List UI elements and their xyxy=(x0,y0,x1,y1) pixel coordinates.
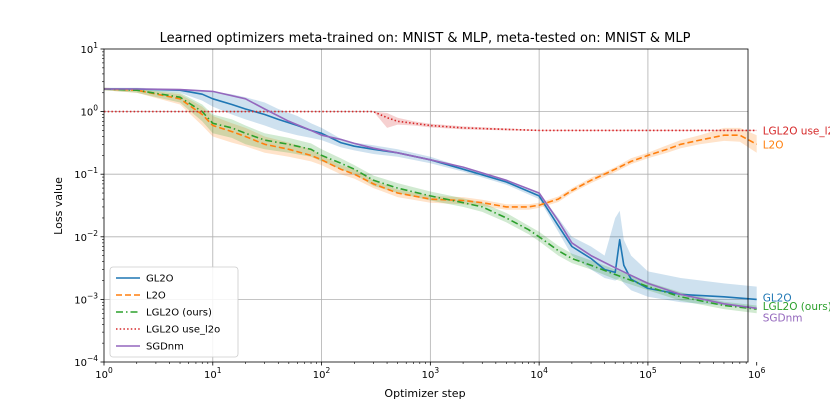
chart-title: Learned optimizers meta-trained on: MNIS… xyxy=(160,31,691,46)
end-label-2: LGL2O (ours) xyxy=(763,301,830,313)
x-tick-label: 102 xyxy=(313,366,331,381)
legend: GL2O L2O LGL2O (ours) LGL2O use_l2o SGDnm xyxy=(109,266,239,358)
y-tick-label: 10−3 xyxy=(74,291,98,306)
legend-box xyxy=(109,266,239,358)
plot-frame xyxy=(103,48,749,363)
legend-label-4: SGDnm xyxy=(146,342,184,353)
x-tick-label: 104 xyxy=(530,366,548,381)
y-tick-label: 10−1 xyxy=(74,166,98,181)
y-tick-label: 10−2 xyxy=(74,229,98,244)
series-line-4 xyxy=(104,88,757,310)
end-label-1: L2O xyxy=(763,139,784,151)
x-axis-title: Optimizer step xyxy=(384,387,465,400)
y-tick-label: 101 xyxy=(80,41,98,56)
x-tick-label: 100 xyxy=(95,366,113,381)
axis-ticks: 100 101 102 103 104 105 106 10−4 10−3 10−2 10−1 100… xyxy=(74,41,765,381)
band-3 xyxy=(104,111,757,131)
y-tick-label: 10−4 xyxy=(74,354,98,369)
band-1 xyxy=(104,87,757,210)
legend-label-0: GL2O xyxy=(146,274,174,285)
legend-label-1: L2O xyxy=(146,291,166,302)
band-0 xyxy=(104,87,757,310)
end-label-0: GL2O xyxy=(763,292,792,304)
y-axis-title: Loss value xyxy=(52,177,65,235)
end-label-4: SGDnm xyxy=(763,312,803,324)
legend-label-3: LGL2O use_l2o xyxy=(146,325,220,336)
series-lines xyxy=(103,88,758,310)
y-tick-label: 100 xyxy=(80,104,98,119)
x-tick-label: 105 xyxy=(639,366,657,381)
end-label-3: LGL2O use_l2o xyxy=(763,125,830,137)
series-line-1 xyxy=(103,88,758,208)
x-tick-label: 103 xyxy=(422,366,440,381)
series-line-3 xyxy=(104,110,757,132)
x-tick-label: 106 xyxy=(748,366,766,381)
x-tick-label: 101 xyxy=(204,366,222,381)
legend-label-2: LGL2O (ours) xyxy=(146,308,212,319)
series-line-2 xyxy=(103,88,757,310)
